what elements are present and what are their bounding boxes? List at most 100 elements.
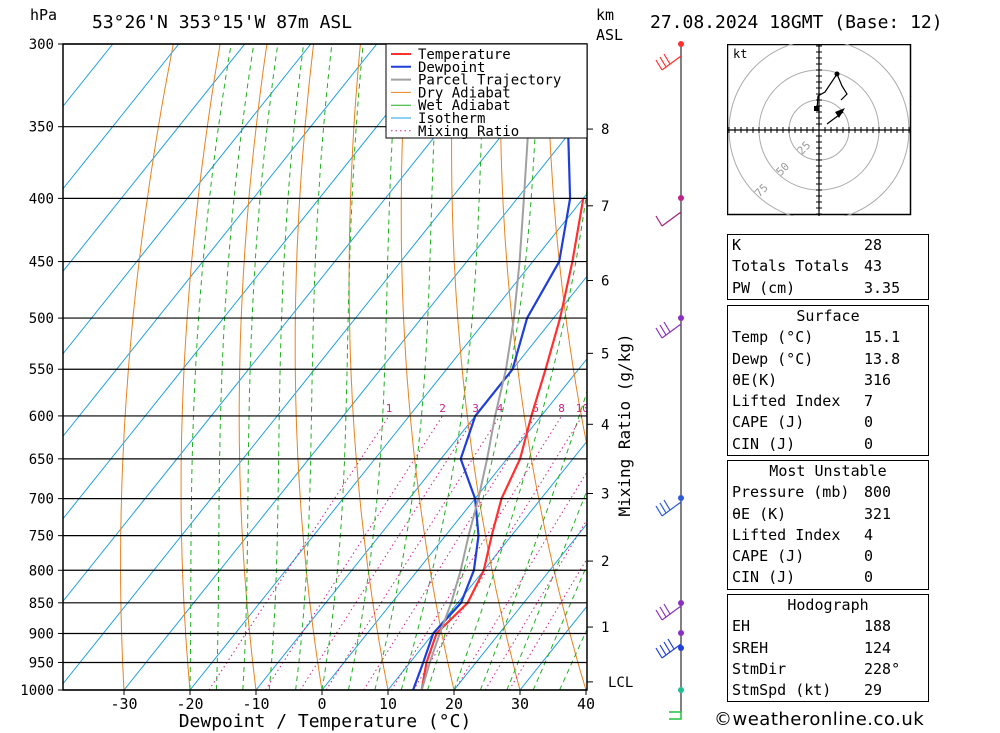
pressure-tick-label: 850 — [29, 596, 54, 612]
most-unstable-label: CAPE (J) — [732, 547, 805, 566]
pressure-tick-label: 450 — [29, 255, 54, 271]
dry-adiabat-line — [180, 44, 221, 690]
mixing-ratio-axis-label: Mixing Ratio (g/kg) — [615, 333, 634, 516]
temperature-tick-label: -30 — [110, 695, 137, 713]
isotherm-line — [63, 44, 114, 108]
x-axis-label: Dewpoint / Temperature (°C) — [179, 711, 472, 732]
wind-level-dot — [678, 600, 684, 606]
surface-title: Surface — [796, 307, 860, 325]
surface-row: CAPE (J) 0 — [728, 412, 928, 433]
mixing-ratio-label: 4 — [497, 402, 504, 415]
pressure-tick-label: 600 — [29, 409, 54, 425]
mixing-ratio-label: 8 — [558, 402, 565, 415]
isotherm-line — [453, 522, 587, 690]
legend-entry: Parcel Trajectory — [418, 73, 561, 89]
hodograph-stat-row: SREH 124 — [728, 638, 928, 659]
hodograph-stat-label: SREH — [732, 638, 769, 657]
wet-adiabat-line — [215, 44, 255, 690]
wet-adiabat-line — [242, 44, 279, 690]
legend-entry: Dry Adiabat — [418, 85, 511, 101]
hodograph-unit: kt — [733, 47, 747, 61]
surface-value: 0 — [864, 413, 874, 432]
index-row: Totals Totals 43 — [728, 256, 928, 277]
most-unstable-value: 0 — [864, 547, 874, 566]
isotherm-line — [652, 44, 720, 690]
isotherm-line — [387, 440, 587, 690]
surface-value: 316 — [864, 370, 892, 389]
isotherm-line — [189, 192, 587, 690]
wet-adiabat-line — [585, 686, 587, 690]
surface-value: 15.1 — [864, 328, 901, 347]
km-tick-label: 8 — [601, 122, 609, 138]
hodograph-stat-row: EH 188 — [728, 616, 928, 637]
temperature-tick-label: 10 — [379, 695, 397, 713]
surface-row: Temp (°C) 15.1 — [728, 327, 928, 348]
hodograph-stat-label: StmDir — [732, 659, 787, 678]
mixing-ratio-line — [508, 557, 587, 690]
km-tick-label: 1 — [601, 620, 609, 636]
wind-barb-profile — [655, 41, 684, 720]
wind-barb — [655, 321, 682, 339]
mixing-ratio-label: 6 — [532, 402, 539, 415]
most-unstable-value: 0 — [864, 568, 874, 587]
mixing-ratio-line — [264, 415, 444, 690]
most-unstable-value: 321 — [864, 504, 892, 523]
most-unstable-row: θE (K) 321 — [728, 504, 928, 525]
surface-value: 0 — [864, 434, 874, 453]
plot-frame — [62, 43, 588, 691]
km-tick-label: 4 — [601, 417, 609, 433]
temperature-tick-label: 30 — [511, 695, 529, 713]
most-unstable-label: Pressure (mb) — [732, 483, 850, 502]
most-unstable-row: Lifted Index 4 — [728, 525, 928, 546]
wet-adiabat-line — [532, 563, 587, 690]
hodograph-stat-label: StmSpd (kt) — [732, 681, 832, 700]
index-value: 28 — [864, 236, 883, 254]
wind-level-dot — [678, 687, 684, 693]
mixing-ratio-line — [325, 415, 501, 690]
surface-row: CIN (J) 0 — [728, 434, 928, 455]
isotherm-line — [321, 357, 587, 690]
index-label: PW (cm) — [732, 278, 796, 297]
index-label: Totals Totals — [732, 257, 850, 276]
mixing-ratio-line — [299, 415, 477, 690]
lcl-label: LCL — [608, 675, 633, 691]
dry-adiabat-line — [238, 44, 268, 690]
mixing-ratio-label: 25 — [666, 402, 679, 415]
wet-adiabat-line — [559, 628, 587, 690]
km-tick-label: 2 — [601, 554, 609, 570]
surface-value: 7 — [864, 392, 874, 411]
pressure-tick-label: 950 — [29, 655, 54, 671]
wind-barb — [655, 53, 682, 71]
copyright-footer[interactable]: ©weatheronline.co.uk — [714, 709, 925, 730]
pressure-tick-label: 1000 — [20, 683, 54, 699]
surface-label: CAPE (J) — [732, 413, 805, 432]
mixing-ratio-label: 3 — [472, 402, 479, 415]
index-label: K — [732, 236, 742, 254]
pressure-tick-label: 900 — [29, 626, 54, 642]
indices-table: K 28 Totals Totals 43 PW (cm) 3.35 — [727, 234, 929, 300]
wind-level-dot — [678, 495, 684, 501]
mixing-ratio-label: 1 — [386, 402, 393, 415]
isotherm-line — [63, 44, 312, 355]
legend-entry: Mixing Ratio — [418, 124, 519, 140]
most-unstable-row: CIN (J) 0 — [728, 567, 928, 588]
surface-row: Dewp (°C) 13.8 — [728, 349, 928, 370]
dry-adiabat-line — [688, 44, 720, 690]
wet-adiabat-line — [479, 389, 587, 690]
wind-level-dot — [678, 630, 684, 636]
skew-t-diagram: 1 2 3 4 6 8 10 15 20 25 3003504004505005506006507… — [20, 37, 720, 732]
surface-label: Temp (°C) — [732, 328, 814, 347]
mixing-ratio-label: 2 — [439, 402, 446, 415]
surface-label: θE(K) — [732, 370, 778, 389]
pressure-tick-label: 400 — [29, 191, 54, 207]
wet-adiabat-line — [268, 44, 305, 690]
temperature-tick-label: -20 — [176, 695, 203, 713]
index-value: 3.35 — [864, 278, 901, 297]
hodograph-stat-label: EH — [732, 617, 751, 636]
dry-adiabat-line — [594, 44, 718, 690]
most-unstable-row: CAPE (J) 0 — [728, 546, 928, 567]
pressure-tick-label: 700 — [29, 492, 54, 508]
wind-level-dot — [678, 41, 684, 47]
surface-row: θE(K) 316 — [728, 370, 928, 391]
